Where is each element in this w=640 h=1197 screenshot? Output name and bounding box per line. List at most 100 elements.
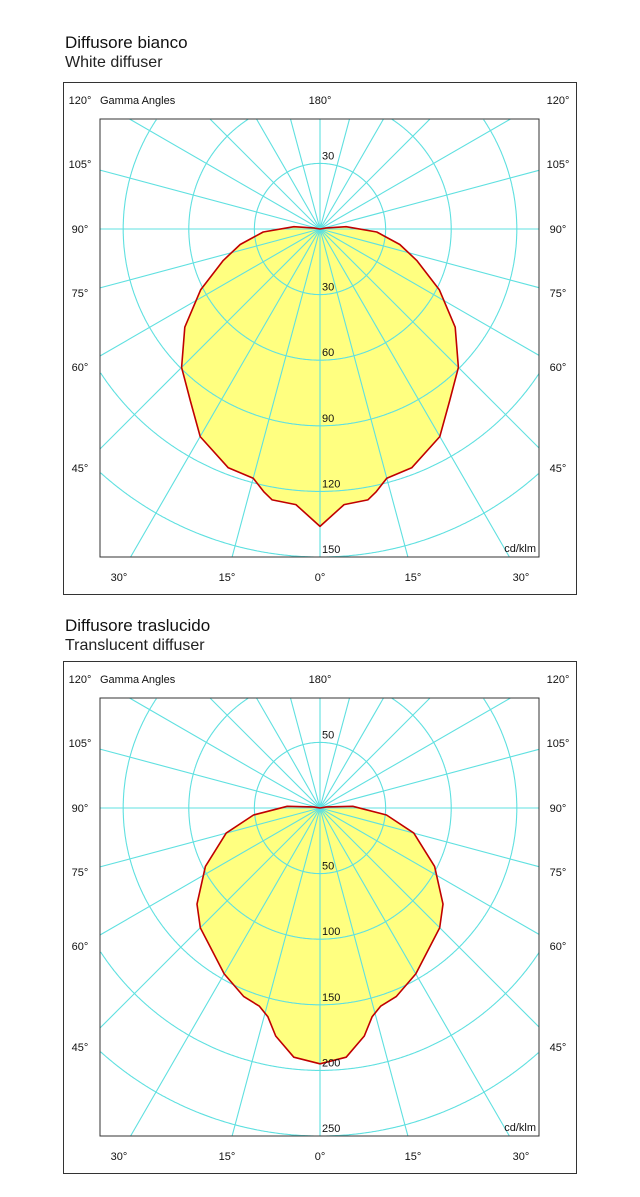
grid-ring-150 bbox=[122, 698, 518, 1006]
grid-spoke-300 bbox=[99, 228, 321, 357]
grid-spoke-15 bbox=[319, 807, 409, 1137]
ring-label: 30 bbox=[322, 282, 334, 294]
grid-spoke-285 bbox=[99, 228, 321, 289]
grid-spoke-315 bbox=[99, 228, 321, 450]
corner-label-left: 120° bbox=[69, 674, 92, 686]
bottom-angle-label: 30° bbox=[513, 572, 530, 584]
grid-spoke-75 bbox=[319, 228, 540, 289]
chart-svg: 30 30 60 90 120 150 120° 120° Gamma Angles 180° 10… bbox=[63, 82, 577, 595]
intensity-curve bbox=[180, 225, 460, 528]
grid-ring-60 bbox=[188, 118, 452, 361]
grid-spoke-30 bbox=[319, 228, 510, 558]
grid-spoke-30 bbox=[319, 807, 510, 1137]
grid-ring-150 bbox=[100, 472, 539, 558]
grid-spoke-330 bbox=[130, 228, 321, 558]
grid-spoke-105 bbox=[319, 748, 540, 809]
grid-spoke-255 bbox=[99, 169, 321, 230]
bottom-angle-label: 15° bbox=[219, 572, 236, 584]
grid-spoke-240 bbox=[129, 697, 321, 809]
side-label-left: 75° bbox=[72, 867, 89, 879]
grid-spoke-60 bbox=[319, 228, 540, 356]
side-label-right: 105° bbox=[547, 159, 570, 171]
grid-spoke-240 bbox=[129, 118, 321, 230]
side-label-right: 90° bbox=[550, 224, 567, 236]
ring-label-upper: 30 bbox=[322, 150, 334, 162]
grid-ring-200 bbox=[100, 951, 540, 1071]
grid-spoke-120 bbox=[319, 697, 511, 809]
corner-label-right: 120° bbox=[547, 674, 570, 686]
grid-spoke-135 bbox=[319, 118, 431, 230]
ring-label: 150 bbox=[322, 544, 340, 556]
grid-spoke-120 bbox=[319, 118, 511, 230]
grid-spoke-45 bbox=[319, 807, 540, 1028]
grid-spoke-60 bbox=[319, 807, 540, 935]
ring-label: 60 bbox=[322, 347, 334, 359]
bottom-angle-label: 30° bbox=[513, 1151, 530, 1163]
ring-label: 250 bbox=[322, 1123, 340, 1135]
grid-ring-100 bbox=[188, 697, 452, 940]
grid-spoke-345 bbox=[231, 228, 321, 558]
chart-2-subtitle: Translucent diffuser bbox=[65, 637, 205, 654]
side-label-left: 105° bbox=[69, 738, 92, 750]
grid-spoke-210 bbox=[256, 697, 321, 809]
chart-2-title: Diffusore traslucido bbox=[65, 616, 211, 635]
chart-1-title: Diffusore bianco bbox=[65, 33, 188, 52]
grid-spoke-195 bbox=[289, 697, 321, 809]
grid-spoke-135 bbox=[319, 697, 431, 809]
grid-spoke-45 bbox=[319, 228, 540, 449]
side-label-right: 90° bbox=[550, 803, 567, 815]
chart-1-subtitle: White diffuser bbox=[65, 54, 163, 71]
grid-ring-250 bbox=[100, 1051, 539, 1137]
grid-spoke-165 bbox=[319, 697, 351, 809]
grid-spoke-15 bbox=[319, 228, 409, 558]
side-label-right: 75° bbox=[550, 288, 567, 300]
bottom-angle-label: 15° bbox=[405, 1151, 422, 1163]
bottom-angle-label: 30° bbox=[111, 1151, 128, 1163]
ring-label-upper: 50 bbox=[322, 729, 334, 741]
side-label-right: 45° bbox=[550, 463, 567, 475]
grid-spoke-330 bbox=[130, 807, 321, 1137]
side-label-left: 90° bbox=[72, 224, 89, 236]
grid-spoke-195 bbox=[289, 118, 321, 230]
grid-spoke-225 bbox=[209, 118, 321, 230]
grid-spoke-225 bbox=[209, 697, 321, 809]
polar-chart-white-diffuser: 30 30 60 90 120 150 120° 120° Gamma Angles 180° 10… bbox=[63, 82, 577, 595]
chart-svg: 50 50 100 150 200 250 120° 120° Gamma Angles 180°… bbox=[63, 661, 577, 1174]
grid-spoke-255 bbox=[99, 748, 321, 809]
grid-spoke-165 bbox=[319, 118, 351, 230]
axis-label: Gamma Angles bbox=[100, 674, 176, 686]
plot-area bbox=[99, 697, 540, 1137]
grid-spoke-150 bbox=[319, 697, 384, 809]
bottom-angle-label: 0° bbox=[315, 1151, 326, 1163]
grid-spoke-315 bbox=[99, 807, 321, 1029]
side-label-left: 60° bbox=[72, 362, 89, 374]
bottom-angle-label: 0° bbox=[315, 572, 326, 584]
plot-frame bbox=[99, 118, 540, 558]
bottom-angle-label: 30° bbox=[111, 572, 128, 584]
grid-spoke-285 bbox=[99, 807, 321, 868]
top-angle-label: 180° bbox=[309, 95, 332, 107]
axis-label: Gamma Angles bbox=[100, 95, 176, 107]
ring-label: 90 bbox=[322, 413, 334, 425]
side-label-left: 45° bbox=[72, 1042, 89, 1054]
side-label-left: 105° bbox=[69, 159, 92, 171]
side-label-right: 75° bbox=[550, 867, 567, 879]
grid-ring-120 bbox=[100, 372, 540, 492]
grid-spoke-75 bbox=[319, 807, 540, 868]
side-label-right: 60° bbox=[550, 362, 567, 374]
side-label-left: 75° bbox=[72, 288, 89, 300]
grid-spoke-345 bbox=[231, 807, 321, 1137]
ring-label: 200 bbox=[322, 1057, 340, 1069]
unit-label: cd/klm bbox=[504, 1122, 536, 1134]
side-label-left: 90° bbox=[72, 803, 89, 815]
side-label-right: 105° bbox=[547, 738, 570, 750]
side-label-right: 45° bbox=[550, 1042, 567, 1054]
grid-spoke-150 bbox=[319, 118, 384, 230]
grid-spoke-105 bbox=[319, 169, 540, 230]
side-label-left: 60° bbox=[72, 941, 89, 953]
side-label-right: 60° bbox=[550, 941, 567, 953]
side-label-left: 45° bbox=[72, 463, 89, 475]
plot-area bbox=[99, 118, 540, 558]
ring-label: 120 bbox=[322, 478, 340, 490]
